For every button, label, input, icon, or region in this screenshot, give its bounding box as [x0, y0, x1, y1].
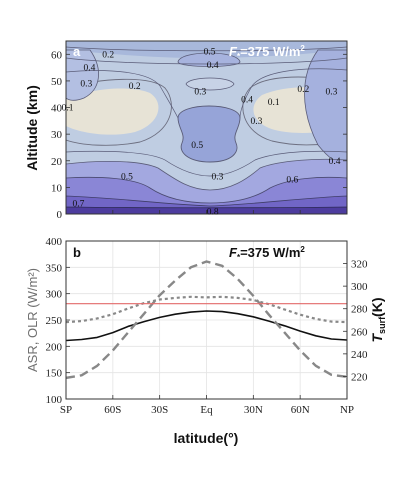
contour-label: 0.5	[191, 141, 203, 151]
contour-line-upper-1	[66, 57, 347, 65]
contour-label: 0.3	[251, 117, 263, 127]
panel-a-annotation-prefix: F	[229, 44, 238, 59]
panel-a-annotation: F*=375 W/m2	[229, 44, 305, 61]
panel-b-ytick-label: 300	[46, 289, 63, 301]
panel-b-ytick-label: 100	[46, 394, 63, 406]
contour-label: 0.3	[194, 88, 206, 98]
panel-b-x-axis: SP 60S 30S Eq 30N 60N NP	[60, 395, 354, 416]
contour-blob-0-5	[177, 105, 241, 163]
contour-label: 0.3	[211, 173, 223, 183]
contour-label: 0.4	[329, 157, 341, 167]
panel-b-series	[66, 260, 347, 380]
panel-b-y2tick-label: 220	[351, 371, 368, 383]
contour-label: 0.5	[121, 173, 133, 183]
contour-label: 0.6	[286, 175, 298, 185]
panel-b-y2tick-label: 300	[351, 281, 368, 293]
contour-label: 0.2	[129, 82, 141, 92]
panel-b-y2tick-label: 240	[351, 349, 368, 361]
contour-line-upper-2	[66, 46, 347, 52]
panel-b-annotation-prefix: F	[229, 245, 238, 260]
panel-b-xtick-label: SP	[60, 404, 72, 416]
panel-b-xtick-label: 60N	[291, 404, 310, 416]
contour-label: 0.4	[241, 96, 253, 106]
panel-b-xtick-label: 30S	[151, 404, 168, 416]
contour-line-0-3-left	[66, 70, 179, 119]
panel-b-ytick-label: 200	[46, 341, 63, 353]
panel-a-ytick-label: 40	[51, 103, 63, 115]
contour-label: 0.1	[268, 98, 280, 108]
panel-b-ytick-label: 400	[46, 236, 63, 248]
panel-b-ylabel: ASR, OLR (W/m²)	[25, 268, 40, 372]
contour-label: 0.1	[62, 104, 74, 114]
series-line-2	[66, 260, 347, 380]
panel-b-annotation-text: =375 W/m	[240, 245, 300, 260]
panel-a-x-ticks	[65, 210, 348, 214]
contour-blob-0-4-top	[177, 52, 241, 67]
panel-a-contour-labels: 0.2 0.5 0.4 0.4 0.3 0.2 0.3 0.2 0.3 0.4 0.1 0.1 0.3 0…	[62, 48, 341, 218]
panel-b-y2label-main: T	[369, 333, 385, 343]
contour-band-upper	[66, 41, 347, 58]
panel-b-xtick-label: 30N	[244, 404, 263, 416]
contour-band-0-4-left	[66, 49, 99, 101]
panel-a-annotation-sub: *	[237, 52, 241, 61]
contour-field	[66, 41, 347, 214]
contour-blob-0-3-mid	[185, 77, 235, 91]
panel-b-ytick-label: 250	[46, 315, 63, 327]
contour-label: 0.2	[102, 50, 114, 60]
panel-b-annotation-sup: 2	[300, 245, 305, 254]
contour-label: 0.3	[80, 80, 92, 90]
panel-a-y-axis: 0 10 20 30 40 50 60	[51, 49, 347, 221]
panel-a-ytick-label: 50	[51, 76, 63, 88]
panel-b-y2label-tail: (K)	[369, 297, 385, 316]
panel-b-y2label-sub: surf	[377, 316, 387, 334]
contour-line-0-3-right	[239, 68, 347, 119]
panel-b-xlabel: latitude(°)	[174, 430, 239, 446]
panel-b-ytick-label: 150	[46, 368, 63, 380]
panel-b-xtick-label: 60S	[104, 404, 121, 416]
panel-a-annotation-text: =375 W/m	[240, 44, 300, 59]
contour-line-0-2-left	[66, 78, 172, 146]
panel-b-annotation: F*=375 W/m2	[229, 245, 305, 262]
panel-b-grid	[65, 240, 348, 400]
panel-a-ylabel: Altitude (km)	[24, 85, 40, 171]
contour-band-0-1-left	[66, 88, 159, 135]
contour-label: 0.3	[325, 88, 337, 98]
panel-b-letter: b	[73, 245, 81, 260]
contour-line-0-4-low	[66, 150, 347, 177]
panel-a-ytick-label: 10	[51, 182, 63, 194]
series-line-0	[66, 310, 347, 342]
panel-b-y2label: Tsurf(K)	[369, 297, 387, 342]
contour-label: 0.2	[297, 85, 309, 95]
contour-label: 0.5	[204, 48, 216, 58]
panel-a-ytick-label: 30	[51, 129, 63, 141]
panel-b-xtick-label: Eq	[200, 404, 213, 416]
panel-a-letter: a	[73, 44, 81, 59]
panel-a-ytick-label: 0	[57, 209, 63, 221]
panel-b-y2tick-label: 260	[351, 326, 368, 338]
panel-b-y2-axis: 220 240 260 280 300 320	[343, 259, 368, 383]
panel-a-annotation-sup: 2	[300, 44, 305, 53]
panel-b: 100 150 200 250 300 350 400 220 240 260 280 300 320…	[25, 236, 387, 446]
panel-a-ytick-label: 20	[51, 156, 63, 168]
contour-label: 0.4	[207, 61, 219, 71]
contour-label: 0.4	[83, 64, 95, 74]
panel-b-ytick-label: 350	[46, 262, 63, 274]
contour-line-0-2-right	[242, 76, 347, 146]
panel-b-xtick-label: NP	[340, 404, 354, 416]
contour-label: 0.7	[73, 199, 85, 209]
panel-b-y2tick-label: 280	[351, 304, 368, 316]
panel-b-y2tick-label: 320	[351, 259, 368, 271]
contour-label: 0.8	[207, 207, 219, 217]
panel-b-annotation-sub: *	[237, 253, 241, 262]
panel-b-y-axis: 100 150 200 250 300 350 400	[46, 236, 70, 406]
panel-a-ytick-label: 60	[51, 49, 63, 61]
